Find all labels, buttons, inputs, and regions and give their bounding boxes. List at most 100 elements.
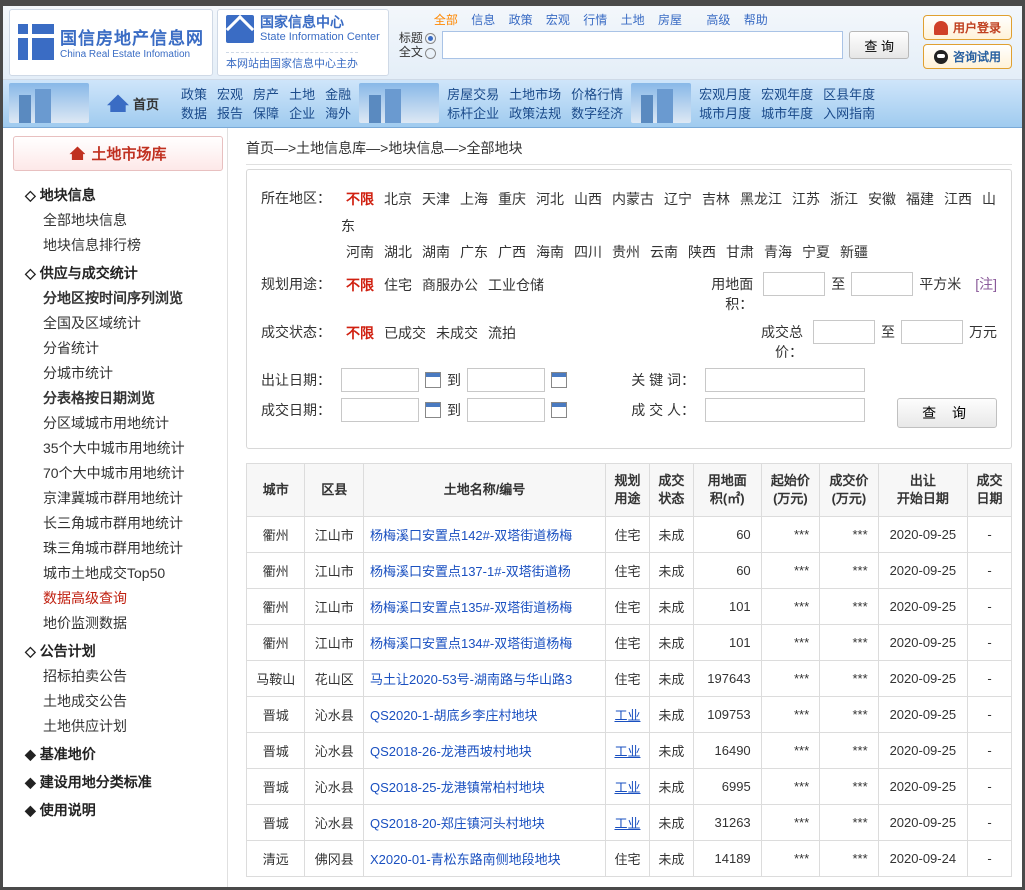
- nav-link[interactable]: 房产: [253, 84, 279, 103]
- price-min-input[interactable]: [813, 320, 875, 344]
- calendar-icon[interactable]: [425, 372, 441, 388]
- region-opt[interactable]: 不限: [346, 191, 374, 207]
- region-opt[interactable]: 上海: [460, 191, 488, 207]
- region-opt[interactable]: 黑龙江: [740, 191, 782, 207]
- nav-link[interactable]: 土地市场: [509, 84, 561, 103]
- cat-macro[interactable]: 宏观: [546, 13, 570, 27]
- sb-item[interactable]: 城市土地成交Top50: [43, 563, 223, 583]
- dealdate-from[interactable]: [341, 398, 419, 422]
- sb-item[interactable]: 分区域城市用地统计: [43, 413, 223, 433]
- region-opt[interactable]: 四川: [574, 244, 602, 260]
- region-opt[interactable]: 浙江: [830, 191, 858, 207]
- region-opt[interactable]: 海南: [536, 244, 564, 260]
- sb-section-plot[interactable]: 地块信息: [25, 185, 223, 205]
- region-opt[interactable]: 天津: [422, 191, 450, 207]
- land-link[interactable]: 工业: [614, 744, 640, 759]
- cat-help[interactable]: 帮助: [744, 13, 768, 27]
- query-button[interactable]: 查 询: [897, 398, 997, 428]
- filter-opt[interactable]: 未成交: [436, 325, 478, 341]
- land-link[interactable]: 工业: [614, 816, 640, 831]
- land-link[interactable]: 杨梅溪口安置点135#-双塔街道杨梅: [370, 600, 572, 615]
- nav-link[interactable]: 数字经济: [571, 103, 623, 122]
- sb-section-help[interactable]: 使用说明: [25, 800, 223, 820]
- sb-item[interactable]: 全国及区域统计: [43, 313, 223, 333]
- cat-market[interactable]: 行情: [583, 13, 607, 27]
- nav-link[interactable]: 价格行情: [571, 84, 623, 103]
- search-button[interactable]: 查 询: [849, 31, 909, 59]
- nav-link[interactable]: 保障: [253, 103, 279, 122]
- keyword-input[interactable]: [705, 368, 865, 392]
- filter-opt[interactable]: 流拍: [488, 325, 516, 341]
- filter-opt[interactable]: 商服办公: [422, 277, 478, 293]
- sb-item[interactable]: 珠三角城市群用地统计: [43, 538, 223, 558]
- filter-opt[interactable]: 不限: [346, 277, 374, 293]
- site-logo[interactable]: 国信房地产信息网 China Real Estate Infomation: [9, 9, 213, 76]
- opt-full-radio[interactable]: [425, 48, 436, 59]
- nav-link[interactable]: 政策: [181, 84, 207, 103]
- land-link[interactable]: QS2018-25-龙港镇常柏村地块: [370, 780, 545, 795]
- region-opt[interactable]: 内蒙古: [612, 191, 654, 207]
- land-link[interactable]: QS2018-26-龙港西坡村地块: [370, 744, 532, 759]
- consult-button[interactable]: 咨询试用: [923, 44, 1012, 69]
- nav-link[interactable]: 宏观: [217, 84, 243, 103]
- nav-link[interactable]: 政策法规: [509, 103, 561, 122]
- person-input[interactable]: [705, 398, 865, 422]
- nav-link[interactable]: 城市月度: [699, 103, 751, 122]
- sb-item[interactable]: 分城市统计: [43, 363, 223, 383]
- nav-link[interactable]: 宏观月度: [699, 84, 751, 103]
- region-opt[interactable]: 辽宁: [664, 191, 692, 207]
- sb-item[interactable]: 全部地块信息: [43, 210, 223, 230]
- region-opt[interactable]: 青海: [764, 244, 792, 260]
- login-button[interactable]: 用户登录: [923, 15, 1012, 40]
- nav-link[interactable]: 报告: [217, 103, 243, 122]
- filter-opt[interactable]: 工业仓储: [488, 277, 544, 293]
- sb-item-advquery[interactable]: 数据高级查询: [43, 588, 223, 608]
- land-link[interactable]: 杨梅溪口安置点137-1#-双塔街道杨: [370, 564, 571, 579]
- region-opt[interactable]: 山西: [574, 191, 602, 207]
- region-opt[interactable]: 福建: [906, 191, 934, 207]
- nav-link[interactable]: 土地: [289, 84, 315, 103]
- cat-info[interactable]: 信息: [471, 13, 495, 27]
- cat-land[interactable]: 土地: [621, 13, 645, 27]
- dealdate-to[interactable]: [467, 398, 545, 422]
- listdate-from[interactable]: [341, 368, 419, 392]
- region-opt[interactable]: 湖南: [422, 244, 450, 260]
- region-opt[interactable]: 陕西: [688, 244, 716, 260]
- region-opt[interactable]: 河北: [536, 191, 564, 207]
- land-link[interactable]: 工业: [614, 780, 640, 795]
- land-link[interactable]: 工业: [614, 708, 640, 723]
- region-opt[interactable]: 宁夏: [802, 244, 830, 260]
- sb-item[interactable]: 分省统计: [43, 338, 223, 358]
- price-max-input[interactable]: [901, 320, 963, 344]
- filter-opt[interactable]: 不限: [346, 325, 374, 341]
- region-opt[interactable]: 江西: [944, 191, 972, 207]
- sb-item[interactable]: 土地供应计划: [43, 716, 223, 736]
- area-note[interactable]: [注]: [975, 274, 997, 294]
- filter-opt[interactable]: 住宅: [384, 277, 412, 293]
- region-opt[interactable]: 贵州: [612, 244, 640, 260]
- nav-link[interactable]: 房屋交易: [447, 84, 499, 103]
- sb-item[interactable]: 分表格按日期浏览: [43, 388, 223, 408]
- calendar-icon[interactable]: [425, 402, 441, 418]
- nav-link[interactable]: 宏观年度: [761, 84, 813, 103]
- calendar-icon[interactable]: [551, 372, 567, 388]
- sb-item[interactable]: 长三角城市群用地统计: [43, 513, 223, 533]
- cat-house[interactable]: 房屋: [658, 13, 682, 27]
- cat-adv[interactable]: 高级: [706, 13, 730, 27]
- land-link[interactable]: 马土让2020-53号-湖南路与华山路3: [370, 672, 572, 687]
- region-opt[interactable]: 甘肃: [726, 244, 754, 260]
- listdate-to[interactable]: [467, 368, 545, 392]
- opt-title-radio[interactable]: [425, 33, 436, 44]
- region-opt[interactable]: 新疆: [840, 244, 868, 260]
- sb-item[interactable]: 70个大中城市用地统计: [43, 463, 223, 483]
- region-opt[interactable]: 河南: [346, 244, 374, 260]
- nav-link[interactable]: 区县年度: [823, 84, 875, 103]
- region-opt[interactable]: 北京: [384, 191, 412, 207]
- region-opt[interactable]: 吉林: [702, 191, 730, 207]
- land-link[interactable]: 杨梅溪口安置点142#-双塔街道杨梅: [370, 528, 572, 543]
- sb-item[interactable]: 京津冀城市群用地统计: [43, 488, 223, 508]
- area-min-input[interactable]: [763, 272, 825, 296]
- sb-section-notice[interactable]: 公告计划: [25, 641, 223, 661]
- region-opt[interactable]: 广西: [498, 244, 526, 260]
- sb-section-standard[interactable]: 建设用地分类标准: [25, 772, 223, 792]
